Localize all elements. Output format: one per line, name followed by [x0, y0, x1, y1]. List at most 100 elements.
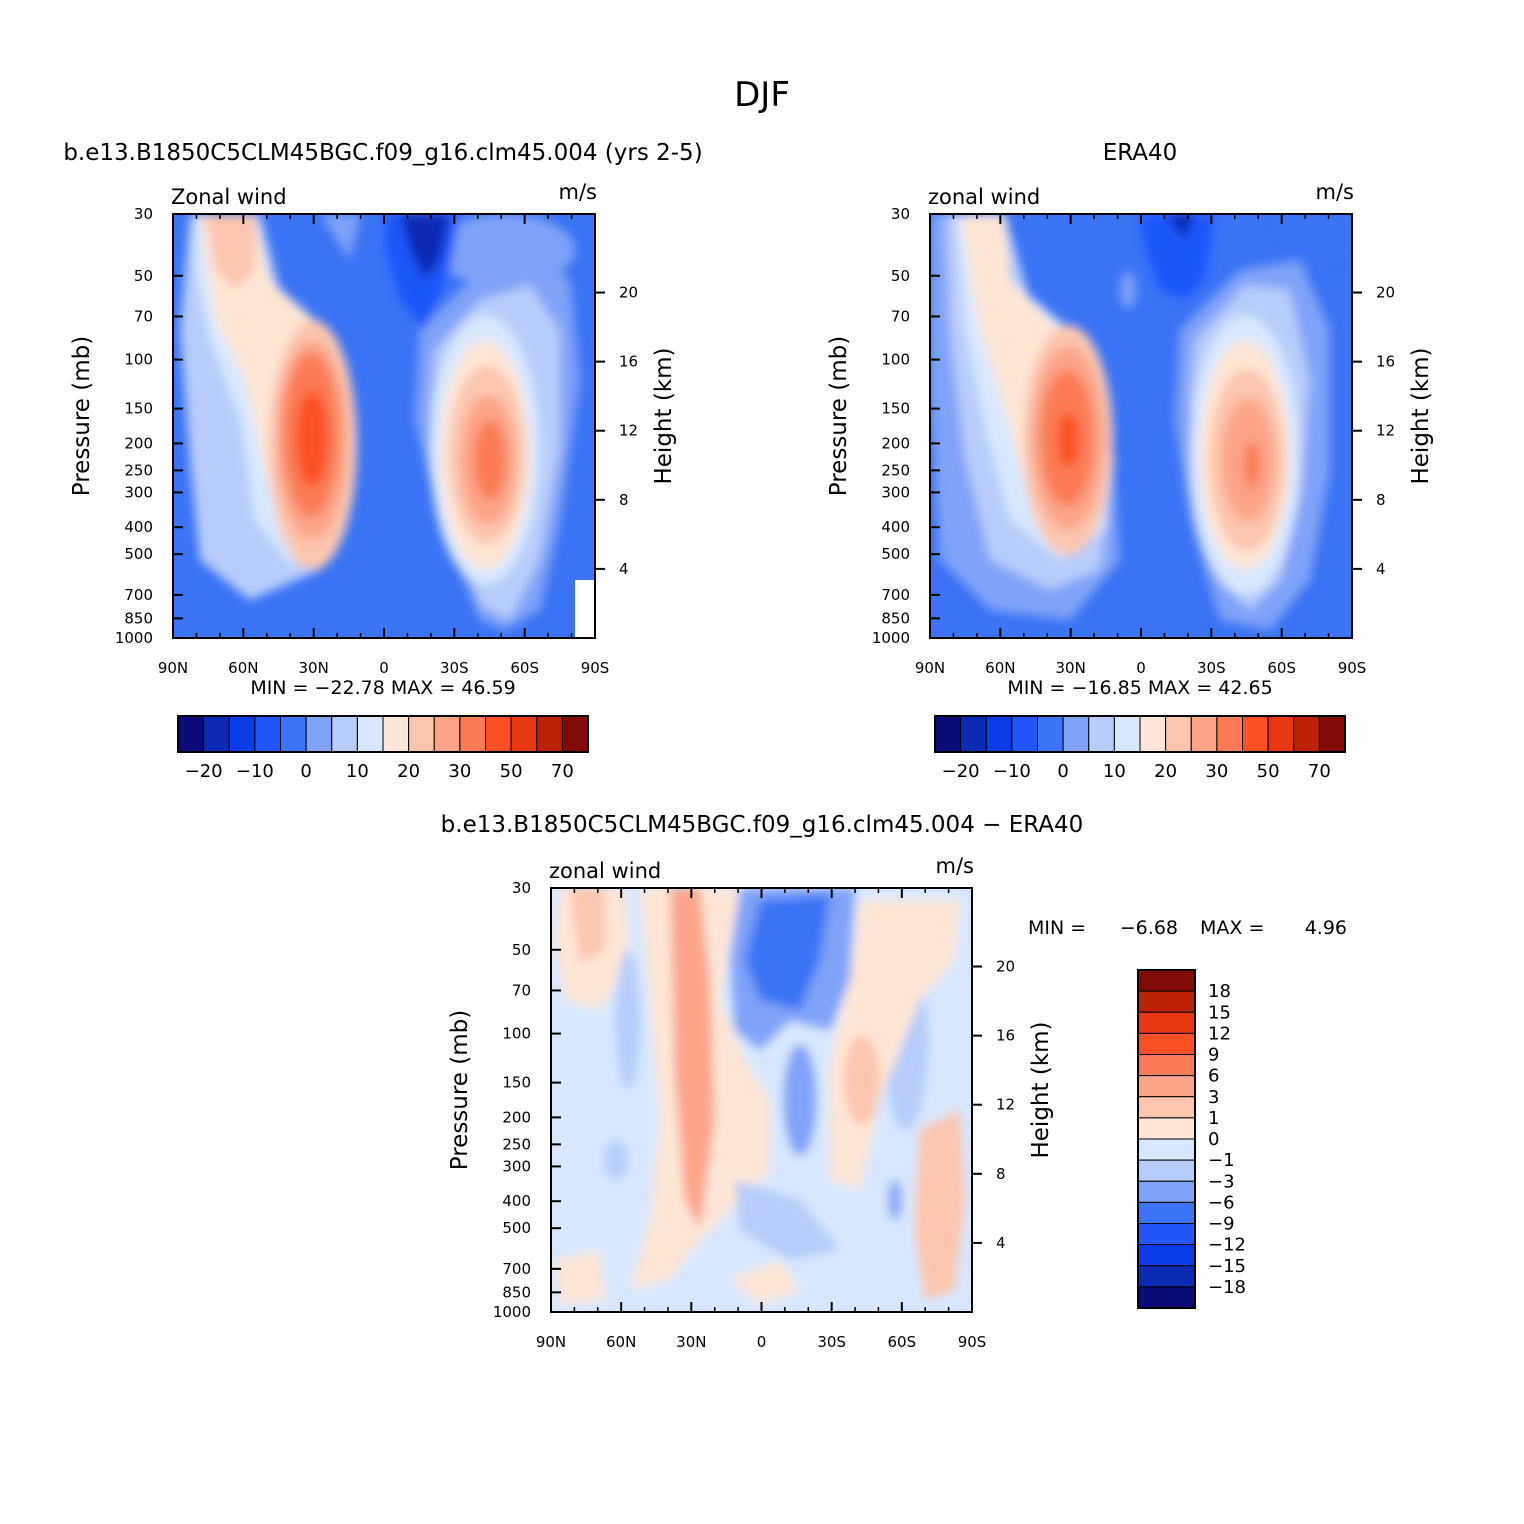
- panel-era40: ERA40 zonal wind m/s: [826, 140, 1434, 782]
- y-tick-label: 300: [124, 483, 153, 501]
- colorbar-swatch: [1137, 1223, 1196, 1246]
- y-right-tick-label: 12: [996, 1096, 1015, 1114]
- x-tick-label: 90N: [158, 659, 188, 677]
- colorbar-swatch: [985, 715, 1013, 753]
- y-tick-label: 30: [512, 879, 531, 897]
- y-tick-label: 100: [881, 351, 910, 369]
- y-tick-label: 150: [124, 400, 153, 418]
- y-axis-label: Pressure (mb): [826, 336, 852, 496]
- y-tick-label: 500: [502, 1219, 531, 1237]
- colorbar-label: 50: [500, 761, 523, 782]
- panel-difference: b.e13.B1850C5CLM45BGC.f09_g16.clm45.004 …: [441, 812, 1347, 1351]
- colorbar-frame: [934, 715, 1346, 753]
- colorbar-label: 70: [551, 761, 574, 782]
- y-tick-label: 300: [881, 483, 910, 501]
- x-tick-label: 60S: [1267, 659, 1296, 677]
- y-tick-label: 250: [502, 1135, 531, 1153]
- y-axis-label: Pressure (mb): [69, 336, 95, 496]
- colorbar-swatch: [1137, 1244, 1196, 1267]
- colorbar-label: 50: [1257, 761, 1280, 782]
- y-tick-label: 150: [502, 1074, 531, 1092]
- x-tick-label: 60N: [606, 1333, 636, 1351]
- colorbar-label: 10: [346, 761, 369, 782]
- colorbar-label: −15: [1208, 1256, 1246, 1277]
- y-right-tick-label: 8: [619, 491, 629, 509]
- y-tick-label: 50: [891, 267, 910, 285]
- colorbar-swatch: [1137, 1011, 1196, 1034]
- y-axis-label-right: Height (km): [1028, 1021, 1054, 1158]
- y-tick-label: 700: [124, 586, 153, 604]
- panel-model-colorbar: −20 −10 0 10 20 30 50 70: [177, 715, 589, 782]
- y-tick-label: 300: [502, 1157, 531, 1175]
- colorbar-swatch: [1216, 715, 1243, 753]
- panel-era40-stats: MIN = −16.85 MAX = 42.65: [1007, 677, 1272, 699]
- y-tick-label: 500: [124, 545, 153, 563]
- x-tick-label: 60N: [985, 659, 1015, 677]
- y-tick-label: 70: [512, 981, 531, 999]
- y-tick-label: 200: [502, 1108, 531, 1126]
- x-tick-label: 0: [1136, 659, 1146, 677]
- colorbar-label: 0: [1208, 1129, 1219, 1150]
- panel-difference-title: b.e13.B1850C5CLM45BGC.f09_g16.clm45.004 …: [441, 812, 1084, 838]
- colorbar-label: −1: [1208, 1150, 1235, 1171]
- y-right-tick-label: 20: [619, 284, 638, 302]
- x-tick-label: 90N: [536, 1333, 566, 1351]
- colorbar-swatch: [1137, 1096, 1196, 1119]
- panel-difference-field: [551, 888, 972, 1312]
- x-tick-label: 30S: [1197, 659, 1226, 677]
- x-tick-label: 90S: [581, 659, 610, 677]
- colorbar-swatch: [1137, 1265, 1196, 1288]
- y-tick-label: 30: [134, 205, 153, 223]
- colorbar-swatch: [1267, 715, 1295, 753]
- x-tick-label: 30N: [1056, 659, 1086, 677]
- colorbar-swatch: [1088, 715, 1115, 753]
- colorbar-swatch: [1137, 1138, 1196, 1161]
- y-tick-label: 150: [881, 400, 910, 418]
- y-right-tick-label: 4: [619, 560, 629, 578]
- y-tick-label: 250: [124, 461, 153, 479]
- x-tick-label: 0: [379, 659, 389, 677]
- stats-min-label: MIN =: [1028, 917, 1086, 939]
- colorbar-swatch: [408, 715, 435, 753]
- colorbar-swatch: [1137, 1201, 1196, 1224]
- panel-era40-units: m/s: [1316, 180, 1354, 204]
- panel-model-stats: MIN = −22.78 MAX = 46.59: [250, 677, 515, 699]
- colorbar-swatch: [1165, 715, 1192, 753]
- colorbar-swatch: [1137, 1032, 1196, 1055]
- colorbar-swatch: [459, 715, 486, 753]
- y-axis-label: Pressure (mb): [447, 1010, 473, 1170]
- y-tick-label: 1000: [115, 629, 153, 647]
- x-tick-label: 30S: [817, 1333, 846, 1351]
- colorbar-label: 30: [1205, 761, 1228, 782]
- colorbar-swatch: [1113, 715, 1141, 753]
- colorbar-label: −12: [1208, 1235, 1246, 1256]
- y-tick-label: 70: [891, 307, 910, 325]
- y-tick-label: 200: [124, 434, 153, 452]
- colorbar-swatch: [1137, 1117, 1196, 1140]
- panel-era40-colorbar: −20 −10 0 10 20 30 50 70: [934, 715, 1346, 782]
- y-tick-label: 50: [512, 941, 531, 959]
- colorbar-swatch: [1137, 969, 1196, 992]
- colorbar-label: 18: [1208, 981, 1231, 1002]
- y-right-tick-label: 16: [996, 1027, 1015, 1045]
- y-tick-label: 1000: [493, 1303, 531, 1321]
- y-right-tick-label: 4: [996, 1234, 1006, 1252]
- panel-era40-field: [930, 214, 1352, 638]
- y-tick-label: 1000: [872, 629, 910, 647]
- colorbar-swatch: [356, 715, 384, 753]
- colorbar-swatch: [960, 715, 987, 753]
- colorbar-label: 20: [1154, 761, 1177, 782]
- colorbar-label: 15: [1208, 1002, 1231, 1023]
- y-right-tick-label: 16: [619, 353, 638, 371]
- colorbar-swatch: [1062, 715, 1090, 753]
- colorbar-swatch: [228, 715, 256, 753]
- colorbar-swatch: [536, 715, 563, 753]
- panel-difference-units: m/s: [936, 854, 974, 878]
- stats-max-label: MAX =: [1200, 917, 1264, 939]
- panel-model-axes: 90N 60N 30N 0 30S 60S 90S 30 50 70 100 150 200 250 300…: [69, 205, 677, 677]
- panel-model-left-string: Zonal wind: [171, 185, 287, 209]
- colorbar-label: −10: [993, 761, 1031, 782]
- y-axis-label-right: Height (km): [1408, 347, 1434, 484]
- colorbar-label: −10: [236, 761, 274, 782]
- y-tick-label: 850: [881, 609, 910, 627]
